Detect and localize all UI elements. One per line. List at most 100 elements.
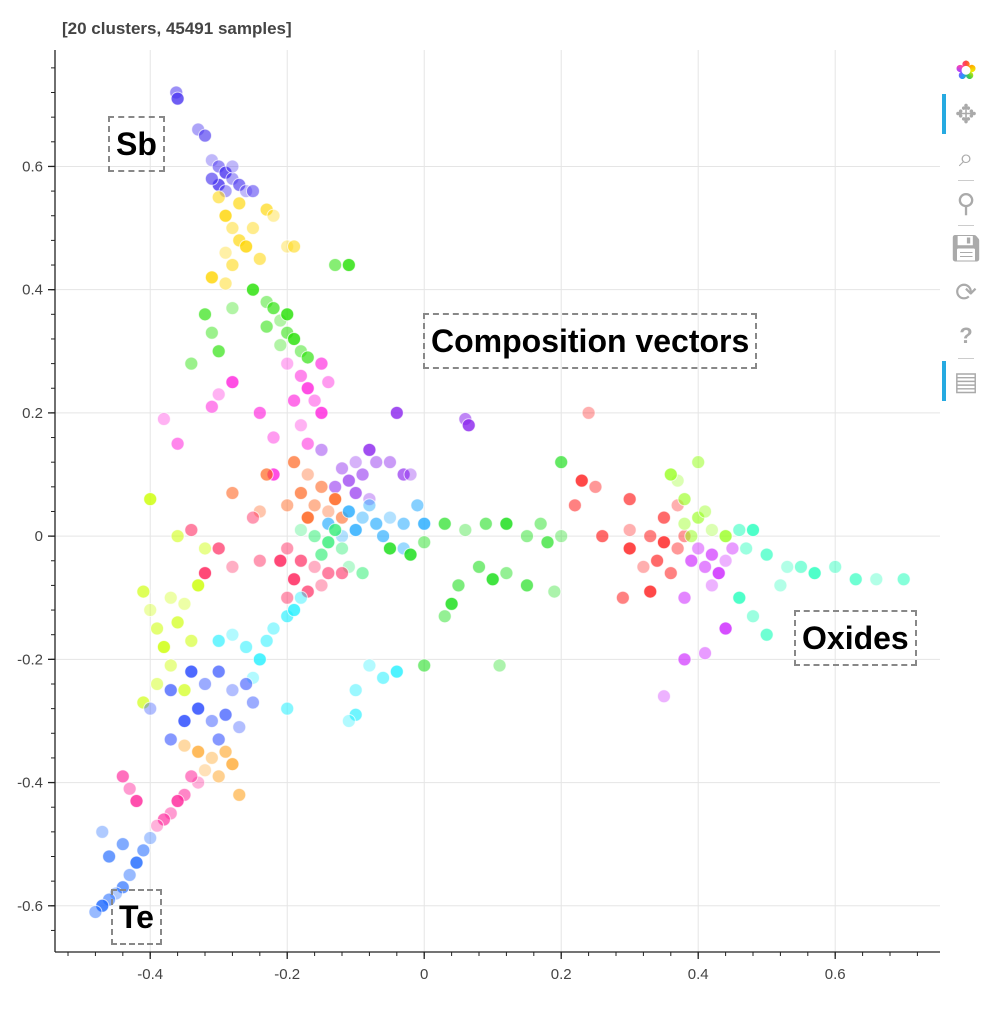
scatter-point-cluster-10 xyxy=(156,640,171,655)
scatter-point-cluster-3 xyxy=(266,301,281,316)
scatter-point-cluster-20 xyxy=(896,572,911,587)
scatter-point-cluster-19 xyxy=(656,689,671,704)
scatter-point-cluster-5 xyxy=(362,442,377,457)
scatter-point-cluster-9 xyxy=(293,553,308,568)
x-tick-label: 0.6 xyxy=(825,966,846,983)
scatter-point-cluster-16 xyxy=(458,522,473,537)
scatter-point-cluster-5 xyxy=(335,461,350,476)
scatter-point-cluster-11 xyxy=(376,670,391,685)
scatter-point-cluster-19 xyxy=(677,590,692,605)
scatter-point-cluster-4 xyxy=(156,412,171,427)
scatter-point-cluster-4 xyxy=(204,399,219,414)
box-zoom-icon[interactable]: ⌕ xyxy=(958,142,974,172)
scatter-point-cluster-5 xyxy=(341,473,356,488)
scatter-point-cluster-13 xyxy=(218,744,233,759)
scatter-point-cluster-18 xyxy=(684,529,699,544)
scatter-point-cluster-13 xyxy=(177,738,192,753)
toolbar-separator xyxy=(958,180,974,181)
scatter-point-cluster-6 xyxy=(328,492,343,507)
scatter-point-cluster-18 xyxy=(698,504,713,519)
scatter-point-cluster-5 xyxy=(328,479,343,494)
scatter-point-cluster-2 xyxy=(218,276,233,291)
help-icon[interactable]: ? xyxy=(959,323,973,348)
scatter-point-cluster-16 xyxy=(444,596,459,611)
reset-icon[interactable]: ⟳ xyxy=(955,276,977,307)
y-tick-label: -0.6 xyxy=(17,898,43,915)
scatter-point-cluster-6 xyxy=(307,498,322,513)
scatter-point-cluster-8 xyxy=(328,522,343,537)
scatter-point-cluster-16 xyxy=(519,529,534,544)
scatter-point-cluster-4 xyxy=(287,393,302,408)
scatter-point-cluster-7 xyxy=(369,516,384,531)
scatter-point-cluster-17 xyxy=(595,529,610,544)
scatter-point-cluster-2 xyxy=(232,196,247,211)
x-tick-label: -0.4 xyxy=(137,966,163,983)
scatter-point-cluster-14 xyxy=(115,769,130,784)
scatter-point-cluster-9 xyxy=(321,566,336,581)
chart-title: [20 clusters, 45491 samples] xyxy=(62,19,292,38)
scatter-point-cluster-20 xyxy=(807,566,822,581)
scatter-point-cluster-9 xyxy=(245,510,260,525)
pan-icon[interactable]: ✥ xyxy=(942,92,990,136)
scatter-point-cluster-7 xyxy=(417,516,432,531)
scatter-point-cluster-20 xyxy=(773,578,788,593)
scatter-point-cluster-3 xyxy=(245,282,260,297)
scatter-point-cluster-19 xyxy=(698,646,713,661)
scatter-point-cluster-10 xyxy=(163,658,178,673)
scatter-point-cluster-12 xyxy=(211,732,226,747)
scatter-point-cluster-16 xyxy=(478,516,493,531)
scatter-point-cluster-17 xyxy=(670,541,685,556)
scatter-point-cluster-20 xyxy=(759,547,774,562)
scatter-point-cluster-11 xyxy=(362,658,377,673)
scatter-point-cluster-17 xyxy=(650,553,665,568)
scatter-point-cluster-6 xyxy=(300,510,315,525)
scatter-point-cluster-4 xyxy=(321,375,336,390)
scatter-point-cluster-14 xyxy=(170,794,185,809)
scatter-point-cluster-17 xyxy=(574,473,589,488)
y-tick-label: -0.2 xyxy=(17,651,43,668)
scatter-point-cluster-5 xyxy=(348,485,363,500)
scatter-point-cluster-16 xyxy=(451,578,466,593)
scatter-plot[interactable]: -0.4 -0.2 0 0.2 0.4 0.6 -0.6 -0.4 -0.2 0 0.2 0.4 0.6 xyxy=(0,0,940,1014)
scatter-point-cluster-12 xyxy=(191,701,206,716)
toolbar: ✿ ✥ ⌕ ⚲ 💾︎ ⟳? ▤ xyxy=(942,48,990,403)
scatter-point-cluster-15 xyxy=(88,904,103,919)
scatter-point-cluster-5 xyxy=(369,455,384,470)
hover-icon[interactable]: ▤ xyxy=(942,359,990,403)
scatter-point-cluster-7 xyxy=(376,529,391,544)
scatter-point-cluster-5 xyxy=(461,418,476,433)
scatter-point-cluster-16 xyxy=(554,455,569,470)
scatter-point-cluster-11 xyxy=(348,683,363,698)
scatter-point-cluster-4 xyxy=(211,387,226,402)
scatter-point-cluster-2 xyxy=(239,239,254,254)
scatter-point-cluster-12 xyxy=(211,664,226,679)
scatter-point-cluster-19 xyxy=(677,652,692,667)
y-tick-label: 0 xyxy=(35,528,43,545)
scatter-point-cluster-6 xyxy=(287,455,302,470)
scatter-point-cluster-10 xyxy=(198,541,213,556)
scatter-point-cluster-5 xyxy=(403,467,418,482)
scatter-point-cluster-13 xyxy=(211,769,226,784)
save-icon[interactable]: 💾︎ xyxy=(949,232,983,263)
scatter-point-cluster-3 xyxy=(225,301,240,316)
x-tick-label: 0.2 xyxy=(551,966,572,983)
scatter-point-cluster-1 xyxy=(170,91,185,106)
scatter-point-cluster-20 xyxy=(793,559,808,574)
scatter-point-cluster-3 xyxy=(273,338,288,353)
x-tick-label: 0 xyxy=(420,966,428,983)
scatter-point-cluster-8 xyxy=(293,522,308,537)
scatter-point-cluster-4 xyxy=(252,405,267,420)
scatter-point-cluster-4 xyxy=(300,436,315,451)
scatter-point-cluster-4 xyxy=(314,405,329,420)
scatter-point-cluster-12 xyxy=(143,701,158,716)
scatter-point-cluster-18 xyxy=(704,522,719,537)
scatter-point-cluster-19 xyxy=(698,559,713,574)
scatter-point-cluster-2 xyxy=(218,208,233,223)
y-tick-label: 0.4 xyxy=(22,282,43,299)
scatter-point-cluster-6 xyxy=(259,467,274,482)
scatter-point-cluster-16 xyxy=(417,535,432,550)
wheel-zoom-icon[interactable]: ⚲ xyxy=(956,187,976,218)
scatter-point-cluster-2 xyxy=(225,221,240,236)
scatter-point-cluster-3 xyxy=(198,307,213,322)
scatter-point-cluster-20 xyxy=(828,559,843,574)
